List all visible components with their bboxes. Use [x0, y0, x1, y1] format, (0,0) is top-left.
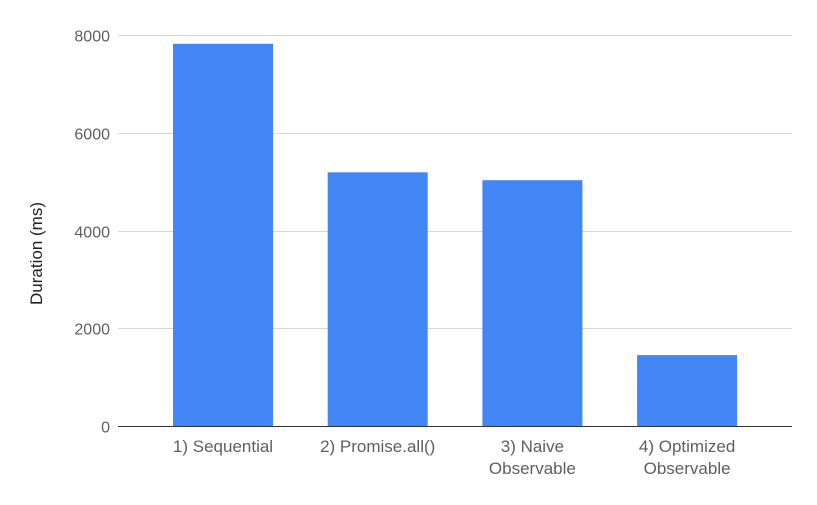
y-axis-ticks: 0 2000 4000 6000 8000 — [74, 29, 110, 437]
y-axis-title: Duration (ms) — [27, 202, 46, 305]
x-axis-categories: 1) Sequential 2) Promise.all() 3) Naive Obs… — [173, 437, 735, 478]
x-category-label: 1) Sequential — [173, 437, 273, 456]
y-tick-label: 2000 — [74, 322, 110, 339]
x-category-label-line: 2) Promise.all() — [320, 437, 435, 456]
x-category-label-line: 1) Sequential — [173, 437, 273, 456]
x-category-label-line: 4) Optimized — [639, 437, 735, 456]
x-category-label-line: Observable — [644, 459, 731, 478]
x-category-label: 4) Optimized Observable — [639, 437, 735, 478]
bar — [482, 180, 583, 426]
y-tick-label: 6000 — [74, 127, 110, 144]
y-tick-label: 0 — [101, 420, 110, 437]
x-category-label-line: 3) Naive — [501, 437, 564, 456]
x-category-label: 2) Promise.all() — [320, 437, 435, 456]
y-tick-label: 4000 — [74, 225, 110, 242]
bars — [173, 43, 738, 427]
x-category-label: 3) Naive Observable — [489, 437, 576, 478]
bar — [327, 172, 428, 426]
x-category-label-line: Observable — [489, 459, 576, 478]
bar — [173, 43, 273, 427]
bar — [637, 355, 738, 426]
y-tick-label: 8000 — [74, 29, 110, 46]
